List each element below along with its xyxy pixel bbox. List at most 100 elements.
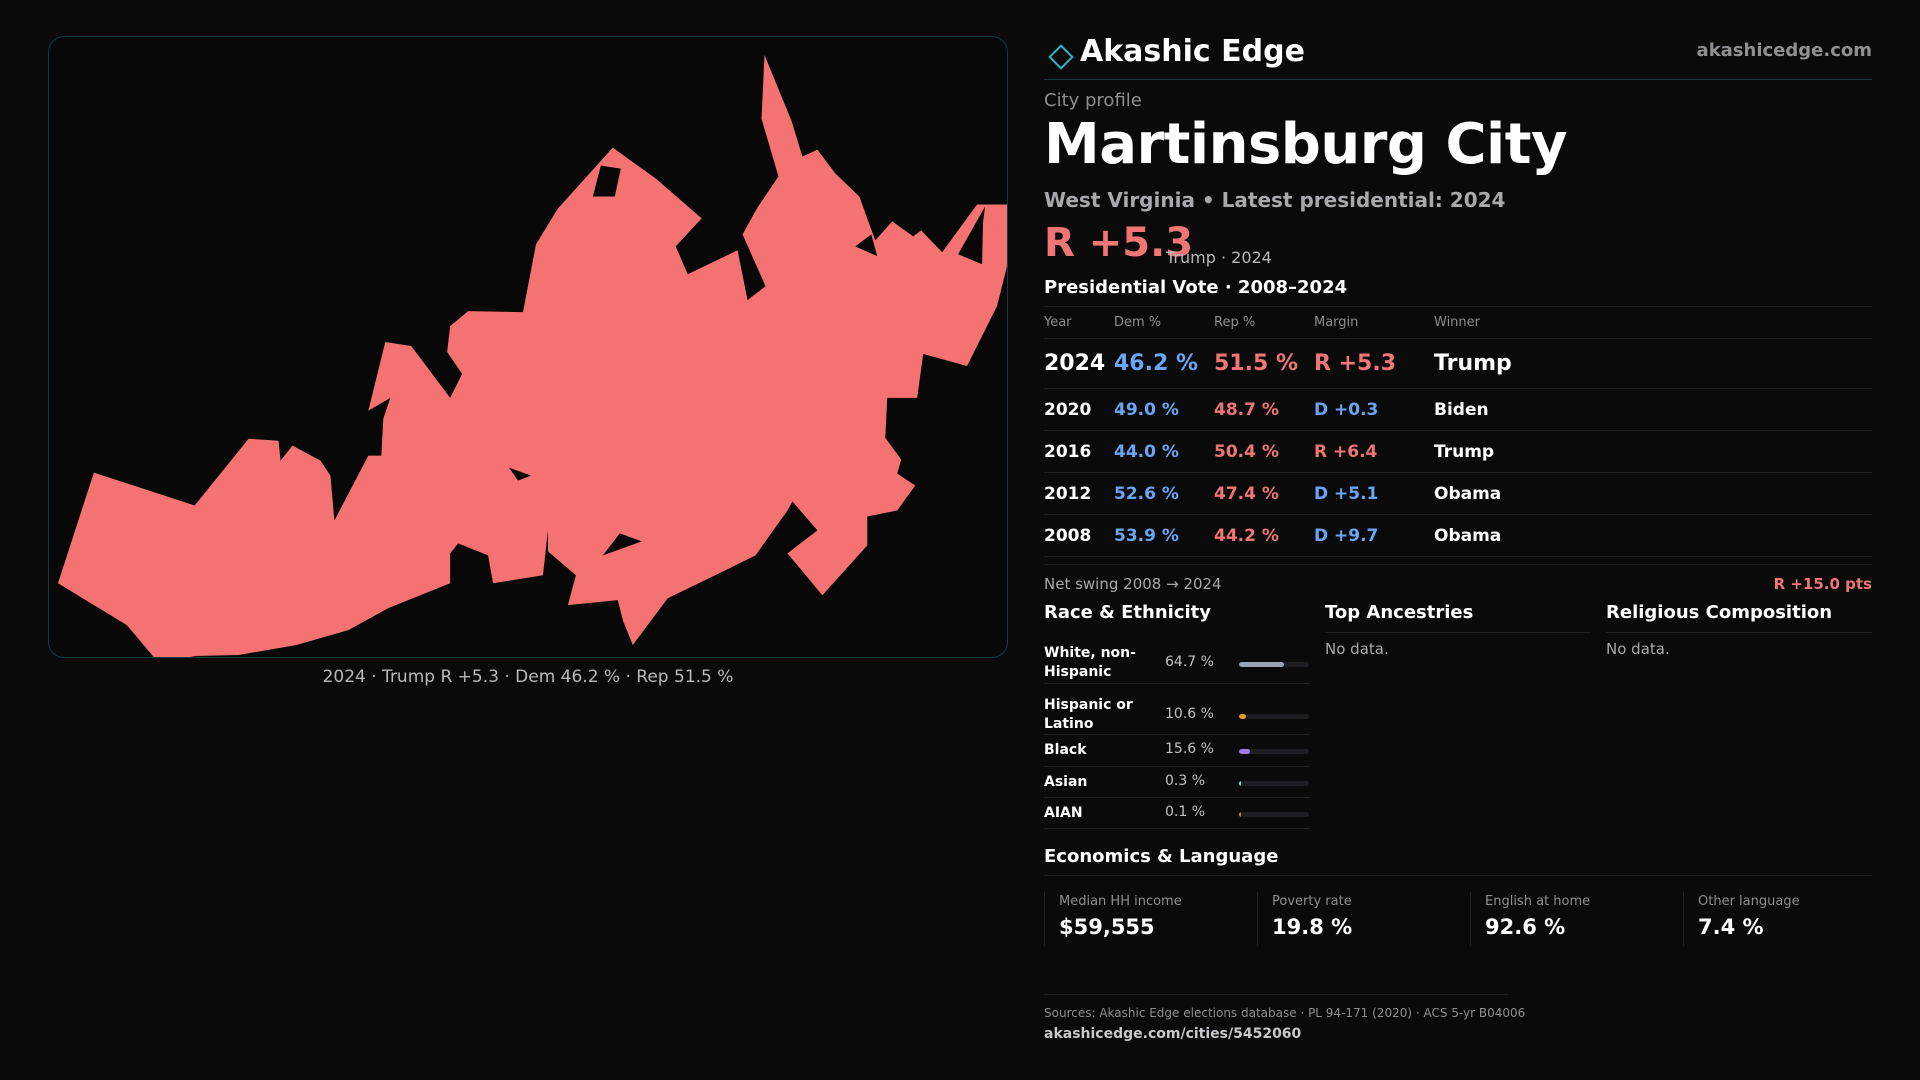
latest-margin-sub: Trump · 2024 (1166, 248, 1272, 267)
race-bar-fill (1239, 749, 1250, 754)
race-label: AIAN (1044, 805, 1083, 821)
brand-url-link[interactable]: akashicedge.com (1696, 40, 1872, 61)
table-row: 2024 46.2 % 51.5 % R +5.3 Trump (1044, 339, 1872, 389)
table-row: 2008 53.9 % 44.2 % D +9.7 Obama (1044, 515, 1872, 557)
table-row: 2012 52.6 % 47.4 % D +5.1 Obama (1044, 473, 1872, 515)
dem-cell: 52.6 % (1114, 484, 1179, 504)
winner-cell: Biden (1434, 400, 1489, 420)
race-label: White, non-Hispanic (1044, 645, 1136, 680)
footer-url-link[interactable]: akashicedge.com/cities/5452060 (1044, 1026, 1302, 1042)
race-row: AIAN 0.1 % (1044, 798, 1310, 829)
dem-cell: 46.2 % (1114, 351, 1198, 376)
race-table: White, non-Hispanic 64.7 % Hispanic or L… (1044, 632, 1310, 829)
winner-cell: Obama (1434, 526, 1502, 546)
city-boundary-map (48, 36, 1008, 658)
profile-panel: Akashic Edge akashicedge.com City profil… (1044, 0, 1872, 1080)
margin-cell: D +9.7 (1314, 526, 1379, 546)
table-row: 2016 44.0 % 50.4 % R +6.4 Trump (1044, 431, 1872, 473)
race-bar (1239, 812, 1309, 817)
race-bar (1239, 749, 1309, 754)
race-label: Hispanic or Latino (1044, 697, 1133, 732)
profile-kicker: City profile (1044, 90, 1142, 111)
winner-cell: Trump (1434, 351, 1512, 376)
footer-divider (1044, 994, 1508, 995)
race-bar (1239, 781, 1309, 786)
race-bar-fill (1239, 781, 1241, 786)
year-cell: 2024 (1044, 351, 1106, 376)
col-header-rep: Rep % (1214, 315, 1256, 330)
map-hole (509, 467, 531, 481)
race-row: Black 15.6 % (1044, 735, 1310, 767)
race-label: Asian (1044, 774, 1088, 790)
stat-cell-poverty: Poverty rate 19.8 % (1257, 892, 1457, 946)
race-bar (1239, 714, 1309, 719)
dem-cell: 49.0 % (1114, 400, 1179, 420)
race-value: 0.1 % (1165, 804, 1206, 820)
latest-margin: R +5.3 (1044, 220, 1194, 266)
footer-sources: Sources: Akashic Edge elections database… (1044, 1006, 1526, 1020)
race-row: Asian 0.3 % (1044, 767, 1310, 798)
ancestries-empty: No data. (1325, 640, 1389, 658)
stat-value: 92.6 % (1485, 915, 1566, 939)
race-section-title: Race & Ethnicity (1044, 602, 1211, 623)
table-header-row: Year Dem % Rep % Margin Winner (1044, 307, 1872, 339)
col-header-dem: Dem % (1114, 315, 1162, 330)
margin-cell: D +5.1 (1314, 484, 1379, 504)
race-bar (1239, 662, 1309, 667)
race-value: 0.3 % (1165, 773, 1206, 789)
winner-cell: Obama (1434, 484, 1502, 504)
margin-cell: D +0.3 (1314, 400, 1379, 420)
rep-cell: 50.4 % (1214, 442, 1279, 462)
brand-name: Akashic Edge (1080, 34, 1305, 69)
brand-header: Akashic Edge akashicedge.com (1044, 30, 1872, 80)
col-header-winner: Winner (1434, 315, 1481, 330)
stat-value: $59,555 (1059, 915, 1155, 939)
map-hole (592, 165, 621, 197)
race-value: 15.6 % (1165, 741, 1214, 757)
city-boundary-svg (57, 54, 1007, 657)
ancestries-divider (1325, 632, 1591, 633)
race-bar-fill (1239, 714, 1246, 719)
stat-label: Poverty rate (1272, 894, 1352, 909)
stat-value: 19.8 % (1272, 915, 1353, 939)
diamond-icon (1048, 44, 1074, 70)
religion-section-title: Religious Composition (1606, 602, 1833, 623)
table-row: 2020 49.0 % 48.7 % D +0.3 Biden (1044, 389, 1872, 431)
presidential-heading: Presidential Vote · 2008–2024 (1044, 277, 1348, 298)
map-hole (855, 234, 878, 257)
race-row: White, non-Hispanic 64.7 % (1044, 632, 1310, 684)
stat-value: 7.4 % (1698, 915, 1764, 939)
col-header-year: Year (1044, 315, 1072, 330)
race-value: 64.7 % (1165, 654, 1214, 670)
race-value: 10.6 % (1165, 706, 1214, 722)
col-header-margin: Margin (1314, 315, 1359, 330)
dem-cell: 44.0 % (1114, 442, 1179, 462)
ancestries-section-title: Top Ancestries (1325, 602, 1474, 623)
stat-cell-income: Median HH income $59,555 (1044, 892, 1244, 946)
rep-cell: 47.4 % (1214, 484, 1279, 504)
city-boundary-shape (57, 54, 1007, 657)
state-subline: West Virginia • Latest presidential: 202… (1044, 188, 1506, 212)
dem-cell: 53.9 % (1114, 526, 1179, 546)
race-bar-fill (1239, 662, 1284, 667)
year-cell: 2012 (1044, 484, 1092, 504)
religion-divider (1606, 632, 1872, 633)
net-swing-value: R +15.0 pts (1773, 575, 1872, 593)
page-title: Martinsburg City (1044, 112, 1568, 177)
net-swing-label: Net swing 2008 → 2024 (1044, 575, 1222, 593)
map-hole (602, 533, 642, 556)
stat-label: Median HH income (1059, 894, 1182, 909)
margin-cell: R +5.3 (1314, 351, 1397, 376)
race-bar-fill (1239, 812, 1241, 817)
year-cell: 2016 (1044, 442, 1092, 462)
race-label: Black (1044, 742, 1087, 758)
stat-label: Other language (1698, 894, 1800, 909)
economics-section-title: Economics & Language (1044, 846, 1279, 867)
stat-label: English at home (1485, 894, 1591, 909)
presidential-table: Year Dem % Rep % Margin Winner 2024 46.2… (1044, 306, 1872, 557)
rep-cell: 48.7 % (1214, 400, 1279, 420)
rep-cell: 44.2 % (1214, 526, 1279, 546)
religion-empty: No data. (1606, 640, 1670, 658)
margin-cell: R +6.4 (1314, 442, 1378, 462)
year-cell: 2020 (1044, 400, 1092, 420)
